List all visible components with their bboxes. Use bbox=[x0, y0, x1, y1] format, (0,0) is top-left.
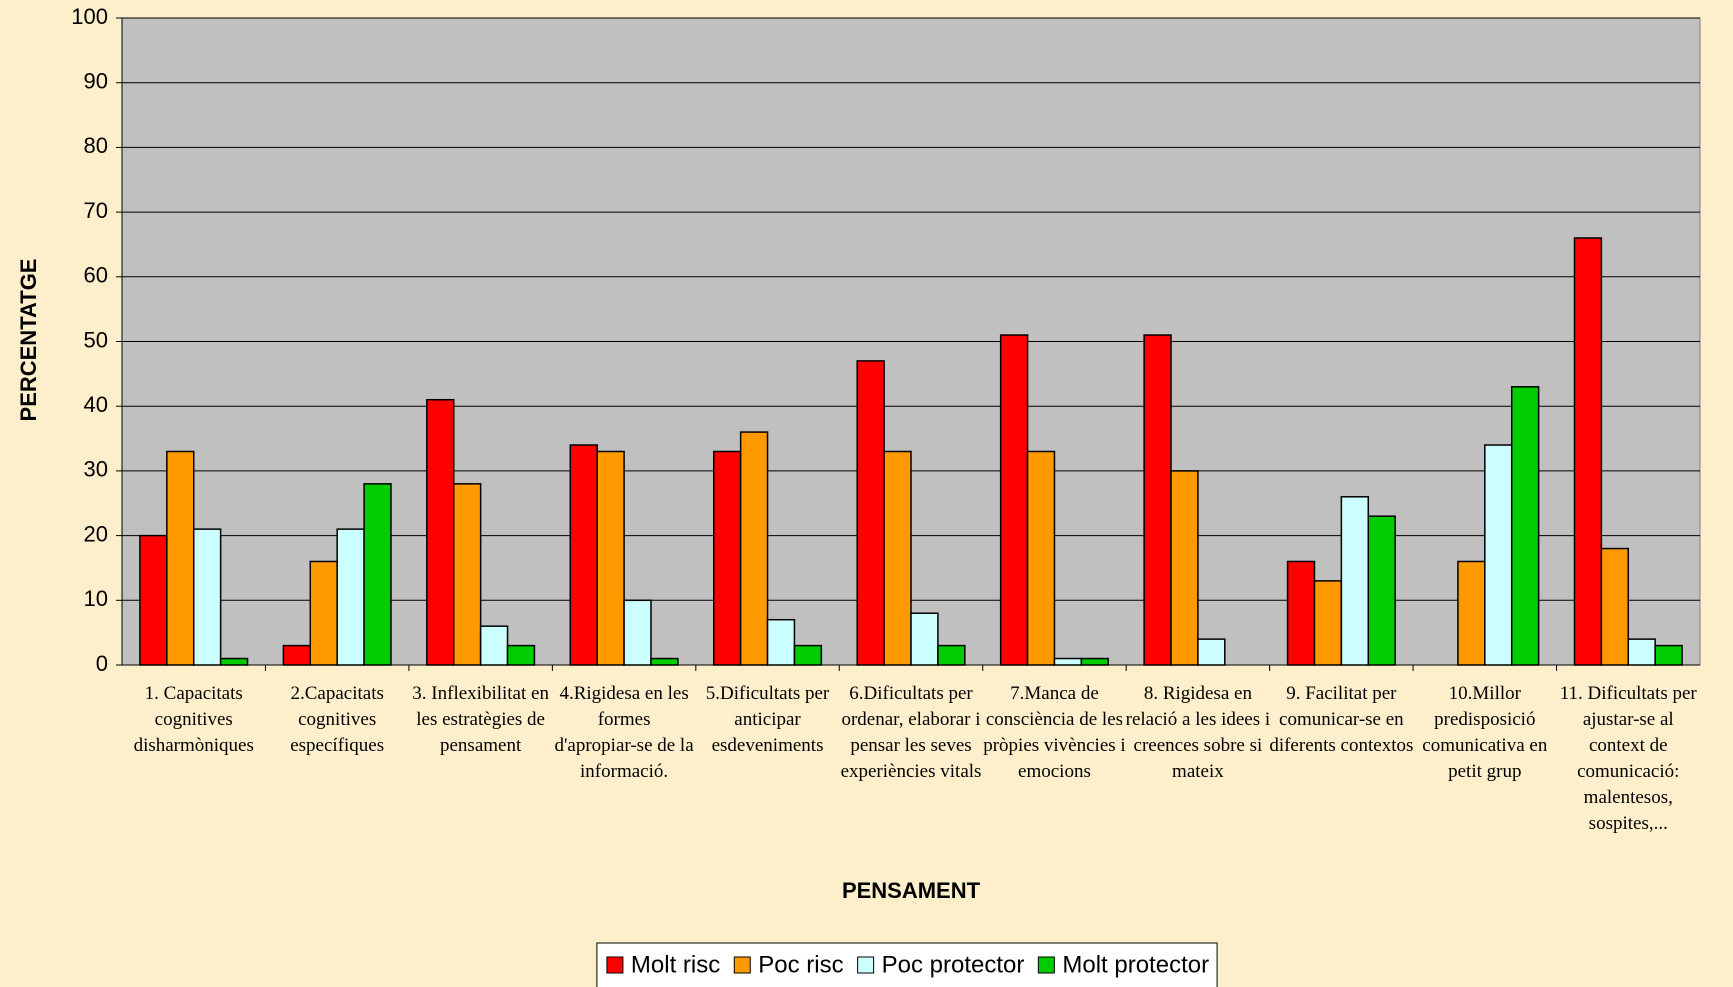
bar bbox=[569, 444, 598, 666]
bar bbox=[139, 534, 168, 666]
bar bbox=[650, 657, 679, 666]
bar bbox=[596, 450, 625, 666]
bar bbox=[623, 599, 652, 666]
bar bbox=[1170, 470, 1199, 666]
x-tick-label: 8. Rigidesa en relació a les idees i creen… bbox=[1126, 683, 1271, 782]
y-tick-label: 90 bbox=[84, 69, 108, 94]
bar bbox=[739, 431, 769, 666]
bar bbox=[1510, 386, 1540, 666]
bar bbox=[1026, 450, 1056, 666]
y-tick-label: 20 bbox=[84, 521, 108, 546]
bar bbox=[713, 450, 742, 666]
y-tick-label: 40 bbox=[84, 392, 108, 417]
y-tick-label: 80 bbox=[84, 133, 108, 158]
bar bbox=[192, 528, 222, 666]
y-tick-label: 50 bbox=[84, 327, 108, 352]
x-tick-label: 6.Dificultats per ordenar, elaborar i pens… bbox=[841, 683, 982, 782]
y-tick-label: 70 bbox=[84, 198, 108, 223]
bar bbox=[1573, 237, 1603, 666]
x-tick-label: 11. Dificultats per ajustar-se al context … bbox=[1560, 683, 1698, 834]
bar bbox=[937, 644, 966, 666]
bar bbox=[1457, 560, 1486, 666]
legend-label: Poc protector bbox=[882, 951, 1025, 978]
bar bbox=[1367, 515, 1396, 666]
x-tick-label: 2.Capacitats cognitives específiques bbox=[290, 683, 384, 756]
x-axis-label: PENSAMENT bbox=[842, 878, 981, 903]
bar bbox=[1197, 638, 1226, 666]
bar bbox=[1340, 496, 1370, 666]
legend-label: Molt risc bbox=[631, 951, 720, 978]
bar bbox=[856, 360, 885, 666]
bar bbox=[219, 657, 249, 666]
x-tick-label: 1. Capacitats cognitives disharmòniques bbox=[134, 683, 254, 756]
x-tick-label: 10.Millor predisposició comunicativa en pet… bbox=[1422, 683, 1548, 782]
bar bbox=[999, 334, 1029, 666]
legend-label: Poc risc bbox=[758, 951, 843, 978]
bar bbox=[766, 618, 796, 666]
bar bbox=[166, 450, 195, 666]
legend-swatch bbox=[857, 956, 875, 974]
legend-label: Molt protector bbox=[1062, 951, 1209, 978]
bar bbox=[452, 483, 482, 666]
bar bbox=[1080, 657, 1110, 666]
bar bbox=[309, 560, 338, 666]
legend: Molt risc Poc risc Poc protector Molt prote… bbox=[596, 942, 1218, 987]
x-tick-label: 7.Manca de consciència de les pròpies vivè… bbox=[983, 683, 1125, 782]
bar bbox=[1600, 547, 1630, 666]
y-tick-label: 60 bbox=[84, 263, 108, 288]
y-tick-label: 100 bbox=[71, 4, 108, 29]
bar bbox=[1654, 644, 1683, 666]
bar bbox=[1286, 560, 1316, 666]
x-tick-label: 9. Facilitat per comunicar-se en diferents… bbox=[1269, 683, 1413, 756]
y-tick-label: 0 bbox=[96, 651, 108, 676]
legend-box bbox=[596, 942, 1218, 987]
y-tick-label: 30 bbox=[84, 457, 108, 482]
legend-swatch bbox=[733, 956, 751, 974]
bar bbox=[1143, 334, 1172, 666]
legend-swatch bbox=[606, 956, 624, 974]
bar bbox=[282, 644, 312, 666]
bar bbox=[479, 625, 509, 666]
x-tick-label: 5.Dificultats per anticipar esdeveniments bbox=[706, 683, 830, 756]
bar bbox=[883, 450, 912, 666]
bar bbox=[506, 644, 536, 666]
bar bbox=[793, 644, 823, 666]
bar bbox=[363, 483, 392, 666]
bar bbox=[1627, 638, 1656, 666]
bar bbox=[336, 528, 365, 666]
bar bbox=[426, 398, 455, 666]
legend-swatch bbox=[1037, 956, 1055, 974]
x-tick-label: 4.Rigidesa en les formes d'apropiar-se de … bbox=[555, 683, 695, 782]
y-axis-label: PERCENTATGE bbox=[16, 259, 41, 422]
bar bbox=[910, 612, 939, 666]
bar bbox=[1484, 444, 1513, 666]
bar bbox=[1313, 580, 1343, 666]
bar bbox=[1053, 657, 1083, 666]
y-tick-label: 10 bbox=[84, 586, 108, 611]
x-tick-label: 3. Inflexibilitat en les estratègies de pe… bbox=[412, 683, 549, 756]
